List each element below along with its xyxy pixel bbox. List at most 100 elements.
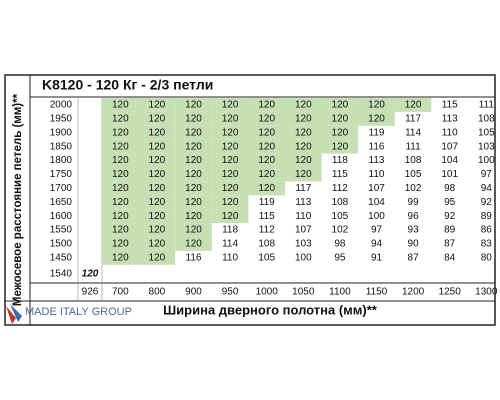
cell: 86 [481, 225, 493, 236]
highlight-cell [321, 98, 359, 112]
cell: 120 [112, 155, 129, 166]
highlight-cell [102, 125, 139, 140]
cell: 115 [332, 169, 348, 180]
cell: 120 [332, 100, 349, 111]
cell: 113 [369, 155, 385, 166]
cell: 104 [368, 197, 385, 208]
cell: 120 [368, 114, 385, 125]
row-header: 1700 [50, 183, 73, 194]
cell: 120 [185, 155, 202, 166]
column-header: 900 [185, 287, 202, 298]
logo-mark [10, 304, 22, 322]
cell: 108 [405, 155, 422, 166]
cell: 120 [112, 183, 129, 194]
cell: 120 [185, 197, 202, 208]
column-header: 1200 [402, 287, 425, 298]
cell: 95 [334, 253, 346, 264]
cell: 120 [185, 114, 202, 125]
cell: 120 [295, 114, 312, 125]
cell: 120 [112, 100, 129, 111]
cell: 120 [149, 197, 166, 208]
highlight-cell [175, 195, 212, 210]
highlight-cell [211, 125, 249, 140]
cell: 120 [185, 141, 202, 152]
cell: 87 [408, 253, 420, 264]
highlight-cell [211, 111, 249, 126]
highlight-cell [138, 181, 176, 196]
cell: 120 [149, 211, 166, 222]
cell: 90 [408, 239, 420, 250]
cell: 105 [258, 253, 275, 264]
cell: 108 [478, 114, 495, 125]
cell: 120 [185, 127, 202, 138]
cell: 120 [149, 169, 166, 180]
cell: 100 [295, 253, 312, 264]
highlight-cell [248, 153, 285, 168]
highlight-cell [175, 111, 212, 126]
highlight-cell [102, 111, 139, 126]
cell: 120 [112, 141, 129, 152]
cell: 105 [405, 169, 422, 180]
highlight-cell [321, 139, 359, 154]
highlight-cell [138, 237, 176, 251]
row-header: 2000 [50, 100, 73, 111]
cell: 120 [295, 169, 312, 180]
row-header: 1900 [50, 127, 73, 138]
cell: 120 [258, 155, 275, 166]
cell: 107 [295, 225, 312, 236]
highlight-cell [211, 167, 249, 182]
cell: 117 [405, 114, 421, 125]
cell: 120 [185, 100, 202, 111]
cell: 89 [444, 225, 456, 236]
highlight-cell [138, 195, 176, 210]
highlight-cell [175, 98, 212, 112]
cell: 120 [222, 183, 239, 194]
highlight-cell [138, 250, 176, 265]
highlight-cell [285, 153, 322, 168]
highlight-cell [285, 98, 322, 112]
cell: 102 [332, 225, 349, 236]
cell: 115 [259, 211, 275, 222]
cell: 110 [369, 169, 385, 180]
cell: 120 [149, 225, 166, 236]
highlight-cell [211, 209, 249, 224]
highlight-cell [102, 139, 139, 154]
highlight-cell [102, 250, 139, 265]
cell: 120 [149, 114, 166, 125]
cell: 120 [258, 141, 275, 152]
cell: 120 [222, 169, 239, 180]
column-header: 1250 [439, 287, 462, 298]
highlight-cell [175, 209, 212, 224]
highlight-cell [248, 181, 285, 196]
cell: 120 [112, 169, 129, 180]
cell: 115 [442, 100, 458, 111]
cell: 120 [295, 127, 312, 138]
column-header: 950 [222, 287, 239, 298]
cell: 107 [441, 141, 458, 152]
cell: 120 [295, 141, 312, 152]
cell: 91 [371, 253, 383, 264]
cell: 120 [222, 211, 239, 222]
highlight-cell [138, 139, 176, 154]
cell: 108 [258, 239, 275, 250]
row-header: 1850 [50, 141, 73, 152]
cell: 120 [258, 114, 275, 125]
cell: 120 [332, 127, 349, 138]
highlight-cell [285, 111, 322, 126]
cell: 120 [222, 114, 239, 125]
highlight-cell [102, 181, 139, 196]
highlight-cell [358, 98, 395, 112]
row-header: 1800 [50, 155, 73, 166]
cell: 100 [368, 211, 385, 222]
cell: 120 [82, 269, 99, 280]
cell: 120 [112, 127, 129, 138]
column-header: 1000 [256, 287, 279, 298]
highlight-cell [175, 181, 212, 196]
highlight-cell [358, 111, 395, 126]
cell: 94 [481, 183, 493, 194]
highlight-cell [175, 153, 212, 168]
row-header: 1650 [50, 197, 73, 208]
highlight-cell [248, 125, 285, 140]
cell: 120 [368, 100, 385, 111]
y-axis-label: Межосевое расстояние петель (мм)** [12, 93, 24, 306]
